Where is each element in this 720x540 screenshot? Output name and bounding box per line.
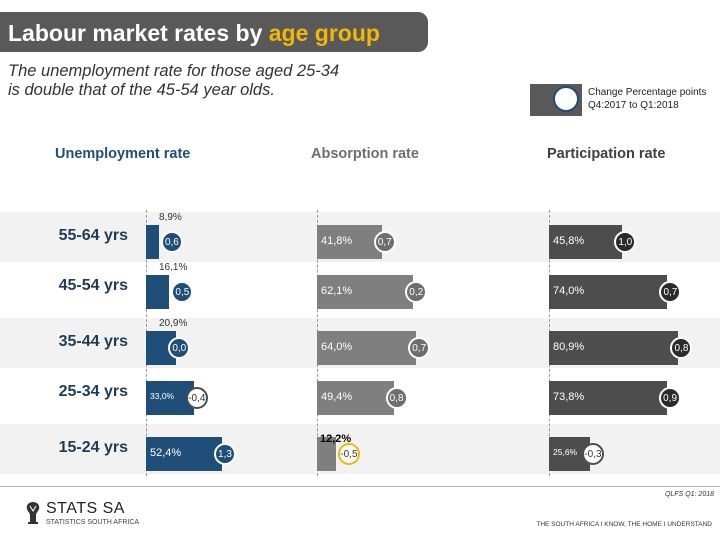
change-bubble: 1,0: [614, 231, 637, 253]
change-bubble: -0,3: [581, 443, 604, 465]
bar-value-label: 20,9%: [159, 318, 188, 329]
change-bubble: 0,2: [405, 281, 428, 303]
row-label: 55-64 yrs: [58, 227, 128, 244]
bar-value-label: 12,2%: [320, 433, 352, 445]
source-note: QLFS Q1: 2018: [664, 491, 714, 498]
bar-value-label: 25,6%: [553, 447, 578, 457]
bar: [317, 275, 414, 309]
subtitle: The unemployment rate for those aged 25-…: [8, 62, 339, 100]
bar: [317, 331, 417, 365]
bar: [549, 381, 668, 415]
bar-value-label: 33,0%: [150, 391, 175, 401]
change-bubble: 0,8: [385, 387, 408, 409]
legend-text: Change Percentage points Q4:2017 to Q1:2…: [588, 86, 706, 112]
bar: [549, 331, 679, 365]
row-label: 45-54 yrs: [58, 277, 128, 294]
row-label: 25-34 yrs: [58, 383, 128, 400]
change-bubble: 0,9: [659, 387, 682, 409]
change-bubble: 0,6: [160, 231, 183, 253]
bar-value-label: 52,4%: [150, 447, 182, 459]
change-bubble: 0,5: [171, 281, 194, 303]
legend-line-2: Q4:2017 to Q1:2018: [588, 100, 679, 111]
change-bubble: -0,5: [337, 443, 360, 465]
footer-divider: [0, 486, 720, 487]
bar-value-label: 49,4%: [321, 391, 353, 403]
title-bar: Labour market rates by age group: [0, 12, 428, 52]
column-title: Absorption rate: [311, 146, 419, 162]
slogan: THE SOUTH AFRICA I KNOW, THE HOME I UNDE…: [536, 521, 712, 528]
bar: [146, 275, 170, 309]
bar-value-label: 16,1%: [159, 262, 188, 273]
title-main: Labour market rates by: [8, 20, 269, 46]
change-bubble: 0,7: [659, 281, 682, 303]
row-label: 15-24 yrs: [58, 439, 128, 456]
legend-change-circle: [553, 86, 579, 112]
bar-value-label: 41,8%: [321, 235, 353, 247]
bar-value-label: 73,8%: [553, 391, 585, 403]
bar: [146, 437, 222, 471]
stats-sa-logo-icon: [26, 502, 40, 524]
bar: [146, 225, 159, 259]
bar-value-label: 74,0%: [553, 285, 585, 297]
bar-value-label: 80,9%: [553, 341, 585, 353]
change-bubble: 0,7: [373, 231, 396, 253]
legend-line-1: Change Percentage points: [588, 87, 707, 98]
change-bubble: 0,8: [670, 337, 693, 359]
change-bubble: -0,4: [185, 387, 208, 409]
change-bubble: 0,0: [168, 337, 191, 359]
change-bubble: 1,3: [213, 443, 236, 465]
subtitle-line-1: The unemployment rate for those aged 25-…: [8, 62, 340, 80]
logo-name: STATS SA: [46, 500, 125, 517]
bar: [317, 381, 394, 415]
row-label: 35-44 yrs: [58, 333, 128, 350]
bar-value-label: 45,8%: [553, 235, 585, 247]
bar-value-label: 64,0%: [321, 341, 353, 353]
bar-value-label: 62,1%: [321, 285, 353, 297]
change-bubble: 0,7: [408, 337, 431, 359]
column-title: Unemployment rate: [55, 146, 191, 162]
title-highlight: age group: [268, 20, 380, 46]
bar: [317, 437, 336, 471]
subtitle-line-2: is double that of the 45-54 year olds.: [8, 81, 275, 99]
page-title: Labour market rates by age group: [8, 20, 380, 47]
bar: [549, 275, 668, 309]
bar: [549, 225, 623, 259]
logo-subtitle: STATISTICS SOUTH AFRICA: [46, 519, 140, 526]
bar: [317, 225, 382, 259]
column-title: Participation rate: [547, 146, 666, 162]
bar-value-label: 8,9%: [159, 212, 182, 223]
